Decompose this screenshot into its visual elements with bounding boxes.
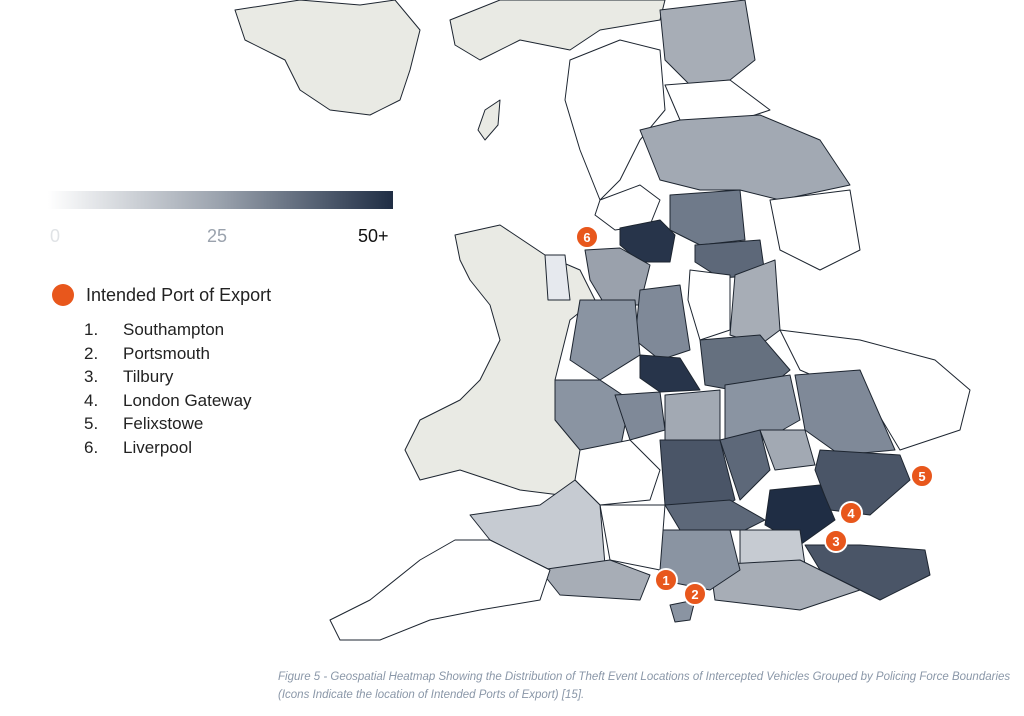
port-list-item: 1. Southampton	[84, 320, 225, 339]
port-list-item: 6. Liverpool	[84, 437, 192, 457]
region-cumbria	[564, 39, 666, 201]
port-marker-1: 1	[654, 568, 678, 592]
region-northamptonshire	[664, 389, 721, 441]
region-bedfordshire	[719, 429, 771, 501]
port-marker-3: 3	[824, 529, 848, 553]
figure-caption: Figure 5 - Geospatial Heatmap Showing th…	[278, 671, 1011, 701]
region-hampshire-thames	[664, 499, 766, 531]
svg-text:3: 3	[832, 534, 839, 549]
port-marker-5: 5	[910, 464, 934, 488]
region-manchester	[619, 219, 676, 263]
region-nottinghamshire	[687, 269, 731, 341]
svg-text:4: 4	[847, 506, 855, 521]
color-scale-bar	[48, 191, 393, 209]
region-durham	[664, 79, 771, 121]
svg-text:1: 1	[662, 573, 669, 588]
svg-text:6: 6	[583, 230, 590, 245]
region-west-yorkshire	[669, 189, 746, 246]
scale-min-label: 0	[50, 226, 61, 246]
svg-text:2: 2	[691, 587, 698, 602]
region-northumbria	[659, 0, 756, 86]
port-marker-2: 2	[683, 582, 707, 606]
region-north-yorkshire	[639, 114, 851, 201]
region-surrey	[739, 529, 806, 566]
svg-text:5: 5	[918, 469, 925, 484]
region-sussex	[709, 559, 861, 611]
scale-mid-label: 25	[207, 226, 228, 246]
region-north-wales-east	[544, 254, 571, 301]
region-essex	[814, 449, 911, 516]
port-marker-4: 4	[839, 501, 863, 525]
port-list-item: 3. Tilbury	[84, 367, 174, 386]
region-northern-ireland	[234, 0, 421, 116]
region-dorset	[539, 559, 651, 601]
port-list-item: 4. London Gateway	[84, 390, 252, 410]
region-staffordshire	[569, 299, 641, 381]
region-hertfordshire	[759, 429, 816, 471]
region-isle-of-man	[477, 99, 501, 141]
port-list: 1. Southampton 2. Portsmouth 3. Tilbury 4. L…	[84, 318, 252, 459]
port-list-item: 2. Portsmouth	[84, 343, 210, 363]
region-lincolnshire	[729, 259, 781, 346]
region-west-midlands	[639, 354, 701, 393]
port-legend: Intended Port of Export	[52, 284, 271, 306]
region-scotland-south	[449, 0, 666, 61]
port-legend-title: Intended Port of Export	[86, 284, 272, 305]
region-derbyshire	[634, 284, 691, 361]
port-marker-icon	[52, 284, 74, 306]
region-humberside	[769, 189, 861, 271]
port-list-item: 5. Felixstowe	[84, 414, 204, 433]
scale-max-label: 50+	[358, 226, 389, 246]
region-devon-cornwall	[329, 539, 551, 641]
port-marker-6: 6	[575, 225, 599, 249]
